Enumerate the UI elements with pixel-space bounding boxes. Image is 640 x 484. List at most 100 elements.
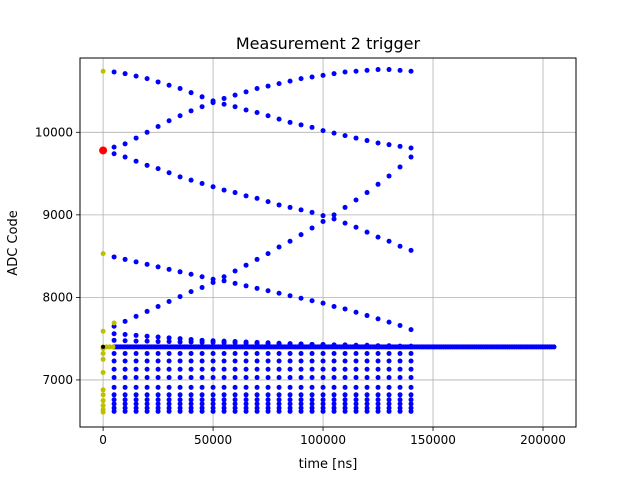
data-point (397, 392, 403, 398)
data-point (133, 73, 139, 79)
x-tick-label: 50000 (194, 433, 232, 447)
data-point (364, 190, 370, 196)
data-point (188, 401, 194, 407)
data-point (166, 384, 172, 390)
data-point (133, 408, 139, 414)
data-point (100, 409, 106, 415)
data-point (122, 256, 128, 262)
data-point (331, 401, 337, 407)
data-point (100, 351, 106, 357)
data-point (166, 339, 172, 345)
data-point (155, 303, 161, 309)
data-point (353, 351, 359, 357)
data-point (265, 113, 271, 119)
data-point (199, 397, 205, 403)
data-point (320, 392, 326, 398)
data-point (111, 401, 117, 407)
data-point (177, 401, 183, 407)
data-point (144, 333, 150, 339)
y-tick-label: 9000 (42, 208, 73, 222)
data-point (188, 358, 194, 364)
data-point (320, 397, 326, 403)
data-point (221, 187, 227, 193)
data-point (111, 374, 117, 380)
data-point (188, 108, 194, 114)
data-point (111, 358, 117, 364)
data-point (309, 298, 315, 304)
data-point (276, 366, 282, 372)
data-point (342, 366, 348, 372)
data-point (155, 334, 161, 340)
data-point (243, 262, 249, 268)
data-point (144, 374, 150, 380)
data-point (331, 408, 337, 414)
data-point (254, 285, 260, 291)
data-point (100, 387, 106, 393)
data-point (111, 254, 117, 260)
data-point (111, 151, 117, 157)
chart-title: Measurement 2 trigger (236, 34, 421, 53)
data-point (100, 251, 106, 257)
data-point (408, 247, 414, 253)
data-point (320, 401, 326, 407)
data-point (386, 67, 392, 73)
data-point (331, 358, 337, 364)
data-point (254, 366, 260, 372)
data-point (111, 397, 117, 403)
data-point (111, 69, 117, 75)
data-point (320, 72, 326, 78)
data-point (408, 154, 414, 160)
data-point (188, 351, 194, 357)
data-point (320, 384, 326, 390)
y-tick-label: 8000 (42, 290, 73, 304)
data-point (397, 322, 403, 328)
data-point (287, 119, 293, 125)
data-point (122, 358, 128, 364)
data-point (386, 351, 392, 357)
data-point (155, 384, 161, 390)
data-point (210, 374, 216, 380)
data-point (386, 392, 392, 398)
data-point (386, 366, 392, 372)
data-point (353, 397, 359, 403)
data-point (144, 384, 150, 390)
data-point (287, 366, 293, 372)
x-tick-label: 0 (99, 433, 107, 447)
data-point (188, 177, 194, 183)
data-point (133, 366, 139, 372)
data-point (221, 384, 227, 390)
data-point (353, 374, 359, 380)
data-point (397, 67, 403, 73)
data-point (133, 313, 139, 319)
data-point (408, 68, 414, 74)
data-point (166, 299, 172, 305)
data-point (232, 392, 238, 398)
data-point (386, 401, 392, 407)
data-point (144, 308, 150, 314)
data-point (155, 339, 161, 345)
data-point (177, 397, 183, 403)
data-point (309, 351, 315, 357)
data-point (375, 366, 381, 372)
data-point (166, 401, 172, 407)
data-point (320, 300, 326, 306)
plot-frame (79, 57, 577, 428)
data-point (221, 274, 227, 280)
data-point (243, 107, 249, 113)
data-point (375, 397, 381, 403)
data-point (353, 135, 359, 141)
data-point (221, 397, 227, 403)
data-point (254, 374, 260, 380)
data-point (199, 392, 205, 398)
data-point (133, 374, 139, 380)
data-point (342, 374, 348, 380)
data-point (243, 358, 249, 364)
data-point (386, 142, 392, 148)
data-point (331, 351, 337, 357)
data-point (309, 74, 315, 80)
data-point (232, 408, 238, 414)
data-point (199, 339, 205, 345)
data-point (232, 401, 238, 407)
data-point (276, 392, 282, 398)
data-point (353, 392, 359, 398)
